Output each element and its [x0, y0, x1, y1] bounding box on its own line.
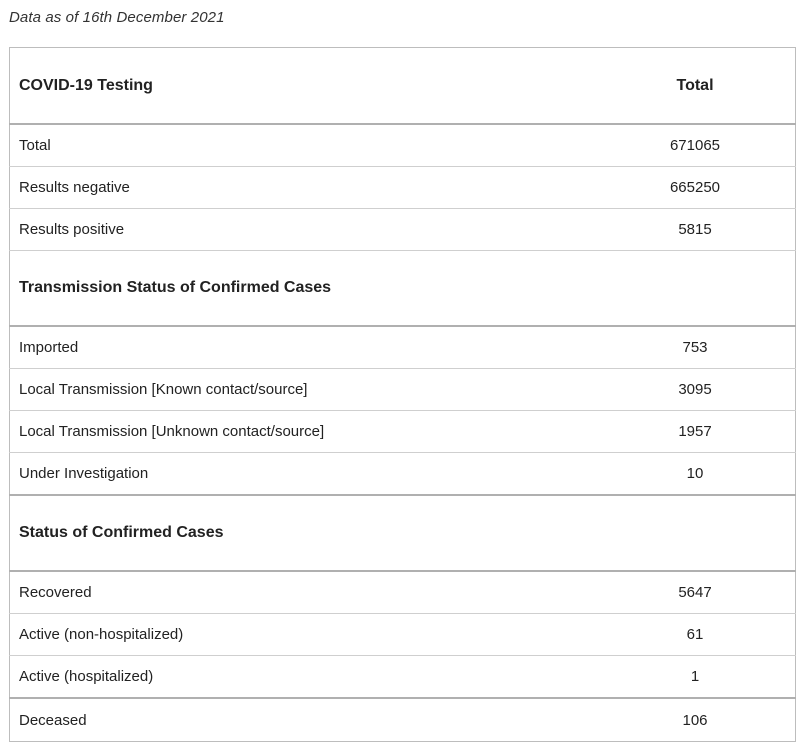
section-heading-row: Transmission Status of Confirmed Cases	[9, 250, 796, 327]
status-section-heading: Status of Confirmed Cases	[9, 495, 796, 572]
row-value: 61	[595, 613, 796, 656]
table-row: Local Transmission [Known contact/source…	[9, 368, 796, 411]
row-label: Results negative	[9, 166, 595, 209]
row-label: Active (hospitalized)	[9, 655, 595, 699]
row-value: 1	[595, 655, 796, 699]
data-date-caption: Data as of 16th December 2021	[9, 9, 225, 26]
row-value: 671065	[595, 124, 796, 167]
transmission-section-heading: Transmission Status of Confirmed Cases	[9, 250, 796, 327]
table-row: Local Transmission [Unknown contact/sour…	[9, 410, 796, 453]
row-value: 753	[595, 326, 796, 369]
row-label: Active (non-hospitalized)	[9, 613, 595, 656]
table-row: Total 671065	[9, 124, 796, 167]
row-label: Results positive	[9, 208, 595, 251]
header-value: Total	[595, 47, 796, 125]
row-label: Local Transmission [Known contact/source…	[9, 368, 595, 411]
row-label: Deceased	[19, 711, 87, 729]
row-label: Total	[9, 124, 595, 167]
table-row: Under Investigation 10	[9, 452, 796, 496]
row-value: 5815	[595, 208, 796, 251]
table-row: Results negative 665250	[9, 166, 796, 209]
row-label: Recovered	[9, 571, 595, 614]
section-heading-row: Status of Confirmed Cases	[9, 495, 796, 572]
table-row: Deceased 106	[10, 698, 796, 742]
row-value: 3095	[595, 368, 796, 411]
table-row: Imported 753	[9, 326, 796, 369]
row-label: Under Investigation	[9, 452, 595, 496]
row-value: 10	[595, 452, 796, 496]
table-row: Active (hospitalized) 1	[9, 655, 796, 699]
table-row: Recovered 5647	[9, 571, 796, 614]
table-row: Active (non-hospitalized) 61	[9, 613, 796, 656]
row-label: Imported	[9, 326, 595, 369]
table-row: Results positive 5815	[9, 208, 796, 251]
row-value: 1957	[595, 410, 796, 453]
header-label: COVID-19 Testing	[9, 47, 595, 125]
row-value: 5647	[595, 571, 796, 614]
table-header-row: COVID-19 Testing Total	[9, 47, 796, 125]
row-value: 665250	[595, 166, 796, 209]
row-value: 106	[682, 711, 708, 729]
covid-statistics-table: COVID-19 Testing Total Total 671065 Resu…	[9, 47, 796, 742]
row-label: Local Transmission [Unknown contact/sour…	[9, 410, 595, 453]
